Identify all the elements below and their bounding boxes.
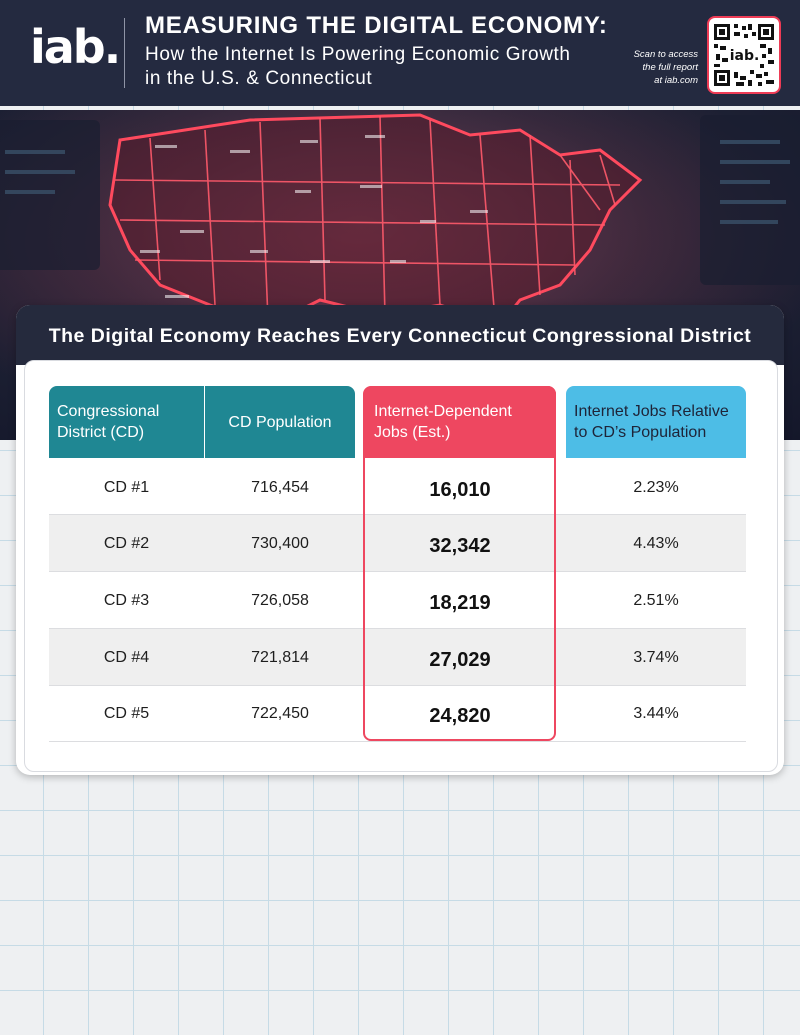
page-title: MEASURING THE DIGITAL ECONOMY: [145,12,608,39]
cell-relative: 3.44% [633,705,679,722]
cell-jobs: 24,820 [429,704,491,727]
scan-line-1: Scan to access [633,49,698,60]
row-divider [49,685,746,686]
cell-relative: 3.74% [633,649,679,666]
logo-divider [124,18,125,88]
subtitle-line-1: How the Internet Is Powering Economic Gr… [145,44,571,65]
cell-relative: 2.51% [633,592,679,609]
cell-jobs: 16,010 [429,478,491,501]
cell-relative: 2.23% [633,479,679,496]
cell-district: CD #1 [103,479,150,496]
table-row [49,686,746,742]
row-divider [49,741,746,742]
header-congressional-district: Congressional District (CD) [49,386,204,458]
header-line: to CD’s Population [574,424,707,441]
cell-jobs: 32,342 [429,534,491,557]
cell-district: CD #2 [103,535,150,552]
header-cd-population: CD Population [205,386,355,458]
cell-relative: 4.43% [633,535,679,552]
card-header-bar [16,305,784,365]
cell-district: CD #5 [103,705,150,722]
iab-logo: iab. [30,20,121,74]
cell-population: 730,400 [251,535,309,552]
cell-district: CD #4 [103,649,150,666]
cell-population: 721,814 [251,649,309,666]
cell-population: 716,454 [251,479,309,496]
scan-instructions: Scan to access the full report at iab.co… [578,48,698,87]
header-line: Internet Jobs Relative [574,403,729,420]
header-line: Jobs (Est.) [374,424,451,441]
qr-code-icon[interactable]: iab. [707,16,781,94]
header-line: Internet-Dependent [374,403,512,420]
cell-population: 726,058 [251,592,309,609]
row-divider [49,628,746,629]
cell-district: CD #3 [103,592,150,609]
page-subtitle: How the Internet Is Powering Economic Gr… [145,43,615,91]
table-row [49,458,746,514]
header-line: CD Population [228,413,332,431]
header-bar: iab. MEASURING THE DIGITAL ECONOMY: How … [0,0,800,106]
cell-jobs: 27,029 [429,648,491,671]
scan-line-3: at iab.com [654,75,698,86]
subtitle-line-2: in the U.S. & Connecticut [145,68,373,89]
row-divider [49,514,746,515]
qr-center-label: iab. [730,48,760,64]
header-internet-jobs: Internet-Dependent Jobs (Est.) [364,386,556,458]
cell-jobs: 18,219 [429,591,491,614]
table-row [49,572,746,628]
cell-population: 722,450 [251,705,309,722]
table-row [49,629,746,685]
header-line: District (CD) [57,424,145,441]
table-row [49,515,746,571]
row-divider [49,571,746,572]
scan-line-2: the full report [642,62,698,73]
header-jobs-relative: Internet Jobs Relative to CD’s Population [566,386,746,458]
card-title: The Digital Economy Reaches Every Connec… [48,325,752,347]
header-line: Congressional [57,403,160,420]
